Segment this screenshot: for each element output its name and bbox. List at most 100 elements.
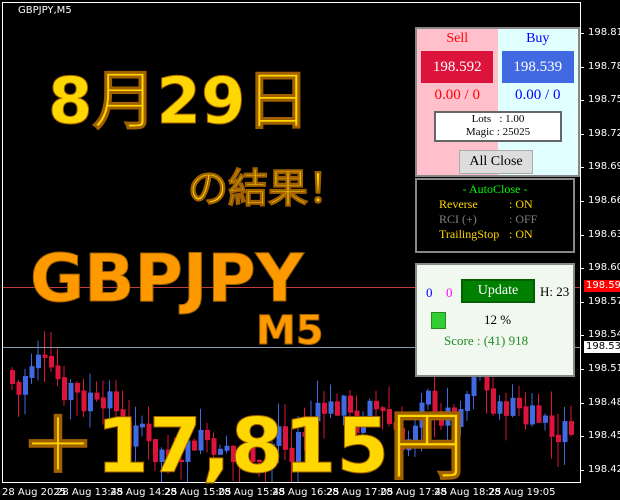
candle-body [400,427,405,451]
price-tick [580,201,584,202]
price-label: 198.425 [588,463,620,475]
autoclose-panel: - AutoClose - Reverse: ON RCI (+): OFF Tra… [415,178,575,253]
candle-body [465,393,470,412]
time-label: 28 Aug 15:05 [164,487,232,498]
candle-body [510,397,516,416]
candle-body [127,421,132,447]
chart-area[interactable] [2,2,581,483]
price-label: 198.695 [588,161,620,173]
candle-body [556,434,561,443]
percent-label: 12 % [484,312,512,327]
candle-body [172,460,178,462]
candle-body [302,432,308,437]
candle-body [387,409,392,424]
time-label: 28 Aug 13:45 [56,487,124,498]
trade-panel: Sell 198.592 0.00 / 0 Buy 198.539 0.00 /… [415,27,580,177]
buy-button[interactable]: 198.539 [501,51,574,83]
price-label: 198.785 [588,60,620,72]
price-tick [580,167,584,169]
candle-body [354,410,360,433]
candle-body [296,432,301,462]
time-label: 28 Aug 17:05 [326,487,394,498]
candle-body [55,365,61,380]
candle-body [62,377,67,401]
candle-body [504,401,509,416]
autoclose-row: TrailingStop: ON [417,227,573,242]
candle-body [536,405,542,423]
candle-body [406,439,412,451]
candle-body [42,354,48,358]
candle-body [309,419,314,437]
candle-body [185,440,191,462]
candle-body [23,375,28,395]
candle-body [276,426,282,446]
autoclose-key: Reverse [439,197,478,211]
candle-body [393,421,399,430]
time-label: 28 Aug 16:25 [272,487,340,498]
candle-body [328,401,334,414]
price-tick [580,301,584,303]
price-tick [580,33,584,34]
candle-body [380,407,386,412]
price-tick [580,402,584,404]
time-label: 28 Aug 14:25 [110,487,178,498]
autoclose-value: : ON [509,197,533,211]
candle-body [49,355,54,368]
price-tick [580,469,584,471]
autoclose-row: Reverse : ON [417,197,573,212]
buy-position: 0.00 / 0 [515,87,561,103]
progress-indicator [431,312,446,329]
candle-body [179,460,184,462]
price-label: 198.815 [588,27,620,38]
update-button[interactable]: Update [461,279,535,303]
candle-body [224,445,230,451]
candle-body [81,390,87,412]
candle-body [114,391,119,412]
candle-body [562,421,568,443]
candle-body [452,407,457,428]
candle-body [283,426,288,450]
price-label: 198.725 [588,127,620,139]
candle-body [166,449,171,462]
price-label: 198.575 [588,295,620,307]
candle-body [445,407,451,426]
candle-body [237,460,243,462]
price-tick [580,436,584,438]
magic-value: Magic : 25025 [465,126,531,138]
candle-body [432,390,438,414]
candle-body [439,411,444,426]
candle-body [205,429,210,441]
time-label: 28 Aug 18:25 [434,487,502,498]
price-label: 198.515 [588,363,620,374]
candle-body [549,415,555,437]
price-tick [580,133,584,135]
overlay-pair: GBPJPY [30,240,305,318]
time-label: 28 Aug 15:45 [218,487,286,498]
sell-position: 0.00 / 0 [434,87,480,103]
candle-body [367,400,373,422]
sell-section: Sell 198.592 0.00 / 0 [417,29,498,175]
overlay-result: の結果！ [188,166,349,213]
autoclose-value: : ON [509,227,533,241]
all-close-button[interactable]: All Close [459,150,533,174]
candle-body [192,440,197,451]
candle-body [133,425,139,447]
sell-button[interactable]: 198.592 [421,51,494,83]
autoclose-title: - AutoClose - [462,182,528,196]
ask-line [3,347,580,348]
candle-body [146,423,152,442]
candle-body [471,375,477,396]
price-label: 198.545 [588,329,620,341]
price-tick [580,335,584,337]
candle-body [231,445,236,462]
candle-body [361,419,366,433]
candle-body [517,397,522,409]
candle-body [543,415,548,423]
candle-body [322,402,327,414]
price-tick [580,66,584,68]
price-tick [580,100,584,102]
candle-body [348,395,353,413]
candle-body [29,366,35,378]
buy-label: Buy [526,31,550,46]
lots-magic-box: Lots : 1.00 Magic : 25025 [434,111,562,142]
